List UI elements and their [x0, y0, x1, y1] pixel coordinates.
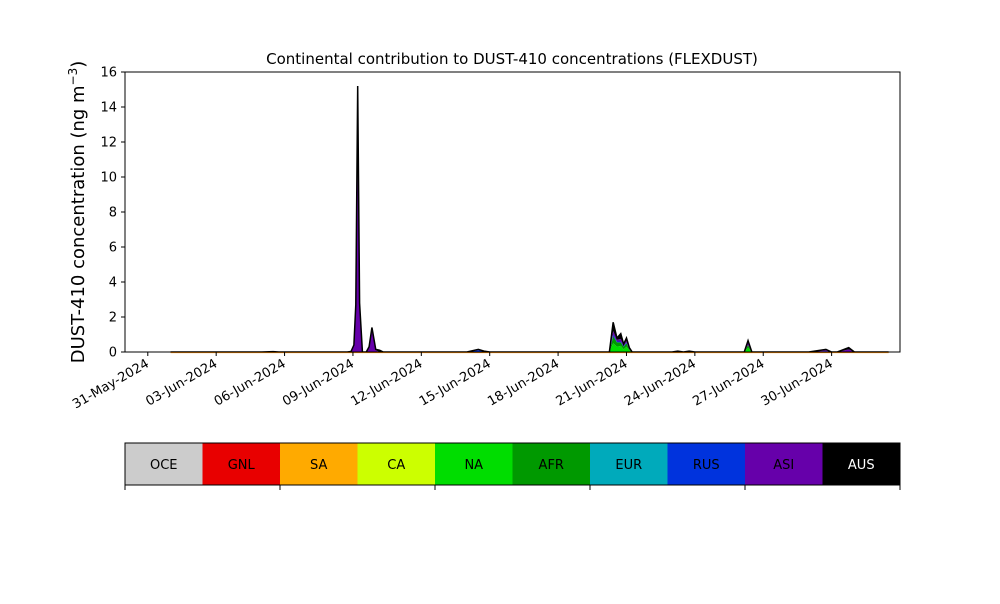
y-tick-label: 14: [100, 101, 117, 116]
series-area-eur: [170, 336, 889, 352]
series-area-asi: [170, 168, 889, 352]
legend-swatch-asi: [745, 443, 823, 485]
plot-area: 0 2 4 6 8 10 12 14 16 31-May-202403-Jun-202406-Ju…: [70, 66, 901, 412]
legend-swatch-sa: [280, 443, 358, 485]
y-tick-label: 4: [109, 276, 117, 291]
x-tick-label: 30-Jun-2024: [759, 356, 836, 409]
legend-label-oce: OCE: [150, 458, 178, 473]
legend-swatch-gnl: [202, 443, 281, 485]
x-tick-label: 09-Jun-2024: [280, 356, 357, 409]
legend-colorbar: OCE GNL SA CA NA AFR EUR RUS ASI AUS: [124, 442, 901, 490]
legend-label-afr: AFR: [539, 458, 564, 473]
legend-label-aus: AUS: [848, 458, 875, 473]
x-tick-label: 06-Jun-2024: [212, 356, 289, 409]
legend-swatch-ca: [357, 443, 436, 485]
legend-label-eur: EUR: [615, 458, 642, 473]
x-tick-label: 21-Jun-2024: [554, 356, 631, 409]
y-tick-label: 12: [100, 136, 117, 151]
x-tick-label: 27-Jun-2024: [690, 356, 767, 409]
legend-swatch-eur: [590, 443, 668, 485]
legend-label-sa: SA: [310, 458, 327, 473]
legend-label-ca: CA: [387, 458, 405, 473]
x-tick-label: 24-Jun-2024: [622, 356, 699, 409]
y-tick-label: 6: [109, 241, 117, 256]
series-area-na: [170, 343, 889, 352]
y-axis-label-main: DUST-410 concentration (ng m: [68, 85, 89, 363]
x-tick-label: 12-Jun-2024: [349, 356, 426, 409]
y-axis-label-close: ): [68, 61, 89, 68]
plot-frame: [124, 71, 901, 353]
legend-swatch-aus: [822, 443, 901, 485]
y-tick-label: 16: [100, 66, 117, 81]
x-tick-label: 03-Jun-2024: [143, 356, 220, 409]
y-axis-label-sup: −3: [66, 68, 80, 86]
x-tick-label: 31-May-2024: [70, 356, 152, 412]
legend-label-na: NA: [464, 458, 483, 473]
y-tick-label: 10: [100, 171, 117, 186]
y-axis-label: DUST-410 concentration (ng m−3): [66, 61, 89, 364]
legend-swatch-oce: [125, 443, 203, 485]
legend-label-gnl: GNL: [228, 458, 256, 473]
series-area-rus: [170, 334, 889, 352]
y-tick-label: 0: [109, 346, 117, 361]
legend-swatch-na: [435, 443, 513, 485]
x-tick-label: 18-Jun-2024: [485, 356, 562, 409]
total-outline-line: [170, 85, 889, 353]
legend-swatch-afr: [512, 443, 591, 485]
series-area-aus: [170, 86, 889, 352]
chart-title: Continental contribution to DUST-410 con…: [266, 50, 758, 68]
y-tick-label: 2: [109, 311, 117, 326]
legend-label-asi: ASI: [773, 458, 794, 473]
legend-frame: [124, 442, 901, 486]
x-tick-label: 15-Jun-2024: [417, 356, 494, 409]
legend-swatch-rus: [667, 443, 746, 485]
y-tick-label: 8: [109, 206, 117, 221]
legend-label-rus: RUS: [693, 458, 720, 473]
series-area-afr: [170, 336, 889, 352]
